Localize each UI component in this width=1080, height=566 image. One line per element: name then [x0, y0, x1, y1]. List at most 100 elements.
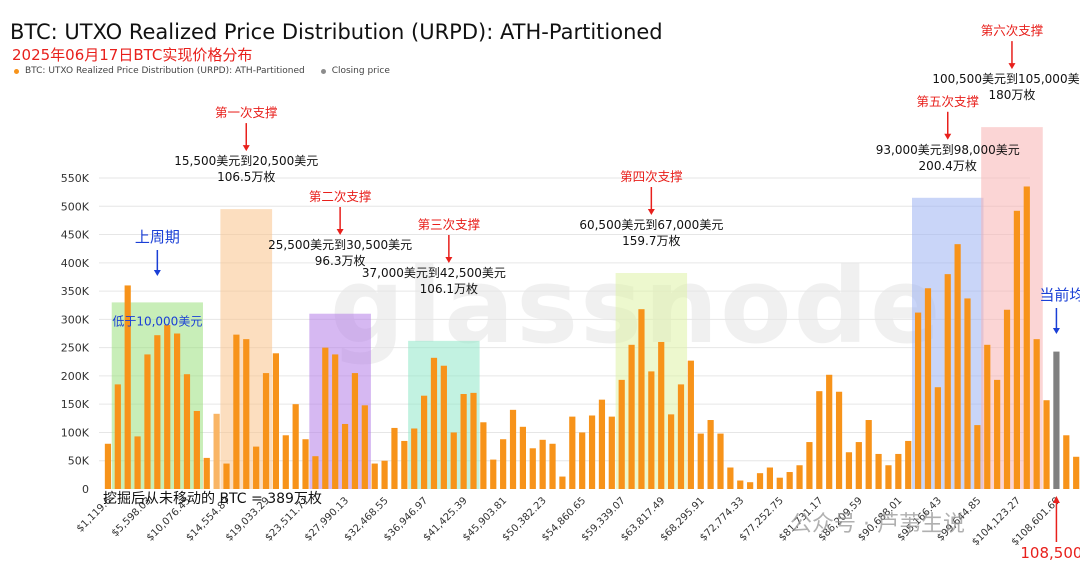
y-tick-label: 550K: [61, 172, 90, 185]
bar: [796, 465, 803, 489]
support-title-3: 第二次支撑: [309, 189, 372, 204]
support-amount-2: 106.5万枚: [217, 169, 275, 184]
bar: [213, 413, 220, 489]
bar: [174, 333, 181, 489]
y-tick-label: 250K: [61, 342, 90, 355]
chart-title: BTC: UTXO Realized Price Distribution (U…: [10, 20, 663, 44]
support-arrow-5-head: [647, 208, 655, 215]
legend-label-closing[interactable]: Closing price: [331, 66, 390, 76]
bar: [865, 420, 872, 489]
y-tick-label: 150K: [61, 398, 90, 411]
bar: [480, 422, 487, 489]
bar: [559, 476, 566, 489]
bar: [974, 425, 981, 489]
bar: [450, 432, 457, 489]
support-arrow-4-head: [445, 257, 453, 263]
bar: [855, 442, 862, 489]
bar: [104, 443, 112, 489]
closing-price-bar: [1053, 351, 1060, 489]
support-range-5: 60,500美元到67,000美元: [579, 218, 723, 232]
previous-cycle-arrow-head: [153, 270, 161, 276]
bar: [371, 463, 378, 489]
y-tick-label: 350K: [61, 285, 90, 298]
support-amount-6: 200.4万枚: [919, 158, 977, 173]
bar: [1003, 309, 1011, 489]
bar: [509, 409, 517, 489]
y-tick-label: 0: [82, 483, 89, 496]
bar: [934, 387, 941, 489]
bar: [569, 416, 576, 489]
zone-label-below-10000: 低于10,000美元: [112, 314, 202, 328]
legend: BTC: UTXO Realized Price Distribution (U…: [14, 66, 390, 76]
bar: [766, 467, 773, 489]
bar: [460, 394, 467, 489]
support-range-2: 15,500美元到20,500美元: [174, 154, 318, 168]
bar: [322, 347, 329, 489]
bar: [737, 480, 744, 489]
bar: [1023, 186, 1030, 489]
bar: [598, 399, 606, 489]
bar: [1073, 456, 1080, 489]
y-tick-label: 400K: [61, 257, 90, 270]
bar: [500, 439, 507, 489]
support-title-7: 第六次支撑: [981, 23, 1044, 38]
bar: [341, 423, 349, 489]
bar: [391, 427, 398, 489]
bar: [658, 341, 665, 489]
bar: [915, 312, 922, 489]
bar: [243, 339, 250, 489]
bar: [164, 325, 171, 489]
legend-label-urpd[interactable]: BTC: UTXO Realized Price Distribution (U…: [25, 66, 305, 76]
highlight-zone-3: [309, 313, 371, 489]
wechat-watermark: 公众号 · 芦苇生说: [790, 512, 965, 537]
bar: [193, 410, 200, 489]
bar: [1063, 435, 1070, 489]
bar: [845, 452, 853, 489]
bar: [835, 391, 843, 489]
bar: [727, 467, 734, 489]
bar: [905, 440, 912, 489]
bar: [302, 439, 309, 489]
bar: [826, 374, 833, 489]
support-title-5: 第四次支撑: [620, 169, 683, 184]
y-tick-label: 450K: [61, 229, 90, 242]
legend-swatch-urpd: [14, 68, 19, 74]
bar: [717, 433, 724, 489]
support-amount-3: 96.3万枚: [315, 253, 366, 268]
bar: [756, 473, 764, 489]
support-range-6: 93,000美元到98,000美元: [876, 143, 1020, 157]
never-moved-btc-label: 挖掘后从未移动的 BTC = 389万枚: [103, 491, 322, 507]
bar: [430, 357, 438, 489]
support-amount-4: 106.1万枚: [420, 281, 478, 296]
bar: [707, 420, 714, 489]
support-arrow-2-head: [242, 145, 250, 152]
bar: [994, 379, 1001, 489]
current-price-arrow-head: [1052, 496, 1060, 503]
bar: [401, 440, 408, 489]
support-range-4: 37,000美元到42,500美元: [362, 266, 506, 280]
support-arrow-3-head: [336, 229, 344, 235]
bar: [668, 414, 675, 489]
bar: [223, 463, 230, 489]
legend-swatch-closing: [320, 68, 326, 74]
bar: [332, 354, 339, 489]
bar: [608, 416, 615, 489]
bar: [816, 391, 823, 489]
support-range-7: 100,500美元到105,000美元: [932, 72, 1080, 86]
bar: [875, 453, 882, 489]
bar: [1013, 210, 1020, 489]
bar: [312, 456, 319, 489]
support-title-4: 第三次支撑: [418, 217, 481, 232]
bar: [806, 442, 813, 489]
support-arrow-6-head: [944, 133, 952, 140]
bar: [944, 274, 951, 489]
bar: [747, 482, 754, 489]
bar: [984, 344, 991, 489]
bar: [440, 365, 447, 489]
support-amount-7: 180万枚: [989, 87, 1036, 102]
bar: [154, 335, 161, 489]
bar: [638, 309, 645, 489]
bar: [292, 404, 299, 489]
bar: [954, 244, 961, 489]
